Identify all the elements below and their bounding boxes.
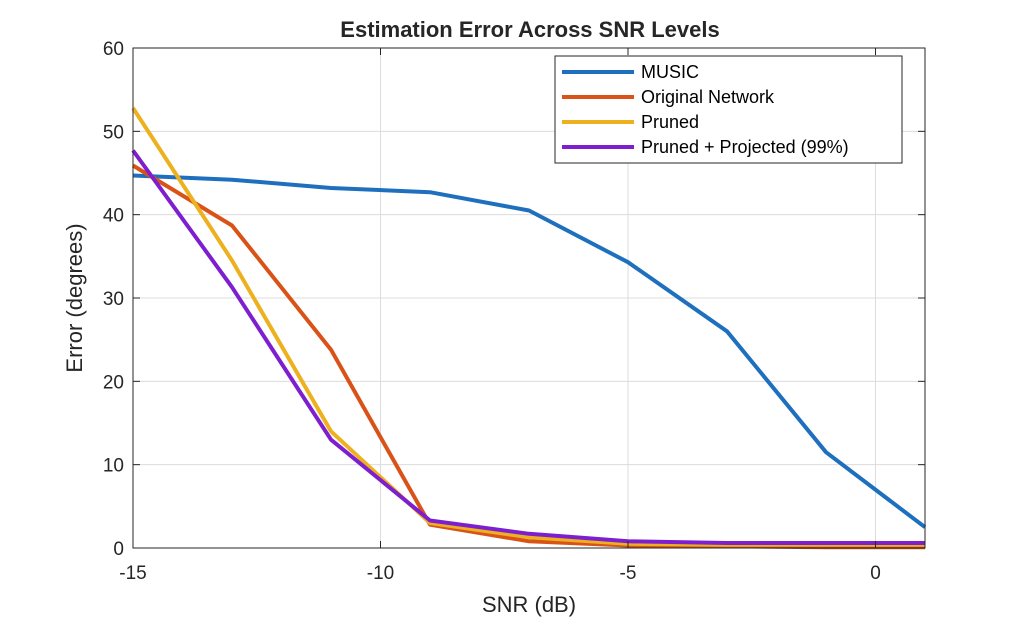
series-line-music: [132, 173, 927, 529]
axis-ticks: -15 -10 -5 0 0 10 20 30 40 50 60: [103, 39, 925, 584]
y-tick-label: 50: [103, 122, 124, 143]
x-tick-label: -5: [620, 563, 637, 584]
y-axis-label: Error (degrees): [62, 223, 87, 372]
y-tick-label: 40: [103, 206, 124, 227]
series-line-original-network: [131, 163, 925, 550]
series-lines: [131, 106, 927, 550]
legend-label-original-network: Original Network: [641, 87, 775, 107]
x-tick-label: 0: [870, 563, 881, 584]
chart-title: Estimation Error Across SNR Levels: [340, 17, 719, 42]
y-tick-label: 30: [103, 289, 124, 310]
legend-label-pruned-projected-99: Pruned + Projected (99%): [641, 137, 849, 157]
y-tick-label: 20: [103, 372, 124, 393]
legend-label-pruned: Pruned: [641, 112, 699, 132]
x-tick-label: -10: [367, 563, 394, 584]
x-axis-label: SNR (dB): [482, 592, 576, 617]
legend: MUSIC Original Network Pruned Pruned + Proj…: [554, 55, 903, 164]
series-line-pruned-projected-99: [131, 149, 925, 545]
y-tick-label: 0: [113, 539, 124, 560]
y-tick-label: 10: [103, 456, 124, 477]
y-tick-label: 60: [103, 39, 124, 60]
legend-label-music: MUSIC: [641, 62, 699, 82]
x-tick-label: -15: [119, 563, 146, 584]
